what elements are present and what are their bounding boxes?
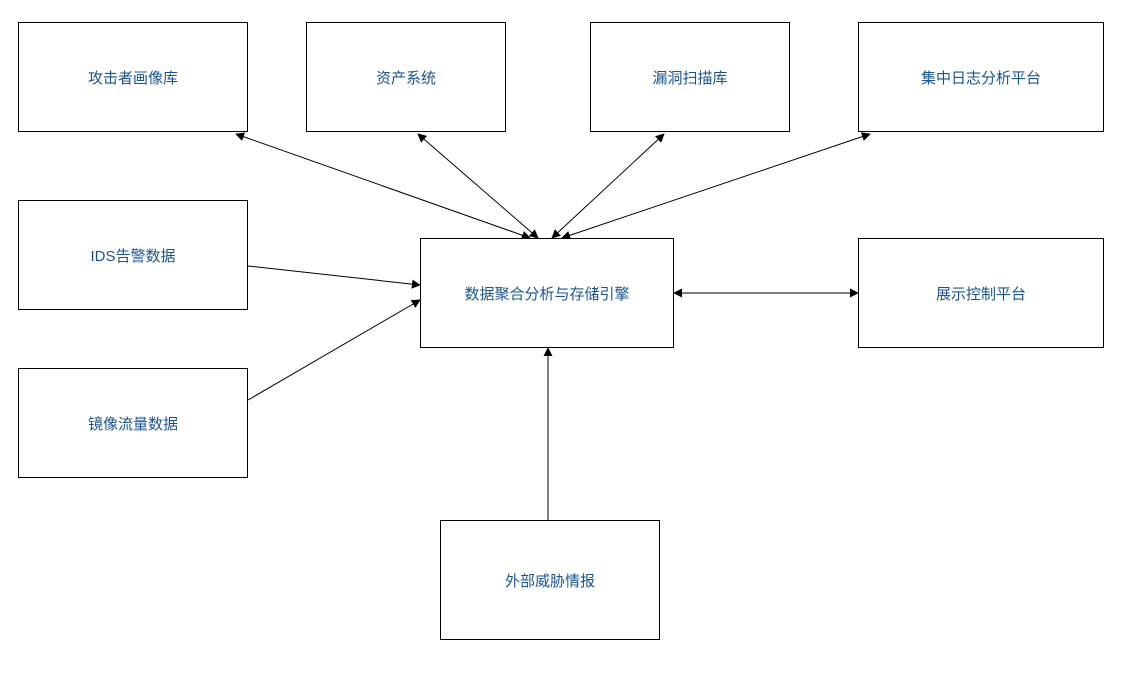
node-log-platform-label: 集中日志分析平台 xyxy=(921,67,1041,88)
edge-mirror-engine xyxy=(248,300,420,400)
edge-engine-attacker xyxy=(236,134,530,238)
node-vuln-scan-label: 漏洞扫描库 xyxy=(652,67,727,88)
edge-ids-engine xyxy=(248,266,420,285)
node-asset-system: 资产系统 xyxy=(306,22,506,132)
node-threat-intel: 外部威胁情报 xyxy=(440,520,660,640)
node-display-label: 展示控制平台 xyxy=(936,283,1026,304)
node-mirror-traffic: 镜像流量数据 xyxy=(18,368,248,478)
node-ids-alert: IDS告警数据 xyxy=(18,200,248,310)
edge-engine-log xyxy=(562,134,870,238)
node-attacker-profile-label: 攻击者画像库 xyxy=(88,67,178,88)
node-mirror-traffic-label: 镜像流量数据 xyxy=(88,413,178,434)
node-log-platform: 集中日志分析平台 xyxy=(858,22,1104,132)
diagram-canvas: 攻击者画像库 资产系统 漏洞扫描库 集中日志分析平台 IDS告警数据镜像流量数据 数据聚合… xyxy=(0,0,1126,686)
node-threat-intel-label: 外部威胁情报 xyxy=(505,570,595,591)
node-ids-alert-label: IDS告警数据 xyxy=(90,245,175,266)
node-engine-label: 数据聚合分析与存储引擎 xyxy=(464,283,629,304)
node-engine: 数据聚合分析与存储引擎 xyxy=(420,238,674,348)
node-display: 展示控制平台 xyxy=(858,238,1104,348)
node-attacker-profile: 攻击者画像库 xyxy=(18,22,248,132)
node-asset-system-label: 资产系统 xyxy=(376,67,436,88)
node-vuln-scan: 漏洞扫描库 xyxy=(590,22,790,132)
edge-engine-vuln xyxy=(552,134,664,238)
edge-engine-asset xyxy=(418,134,538,238)
